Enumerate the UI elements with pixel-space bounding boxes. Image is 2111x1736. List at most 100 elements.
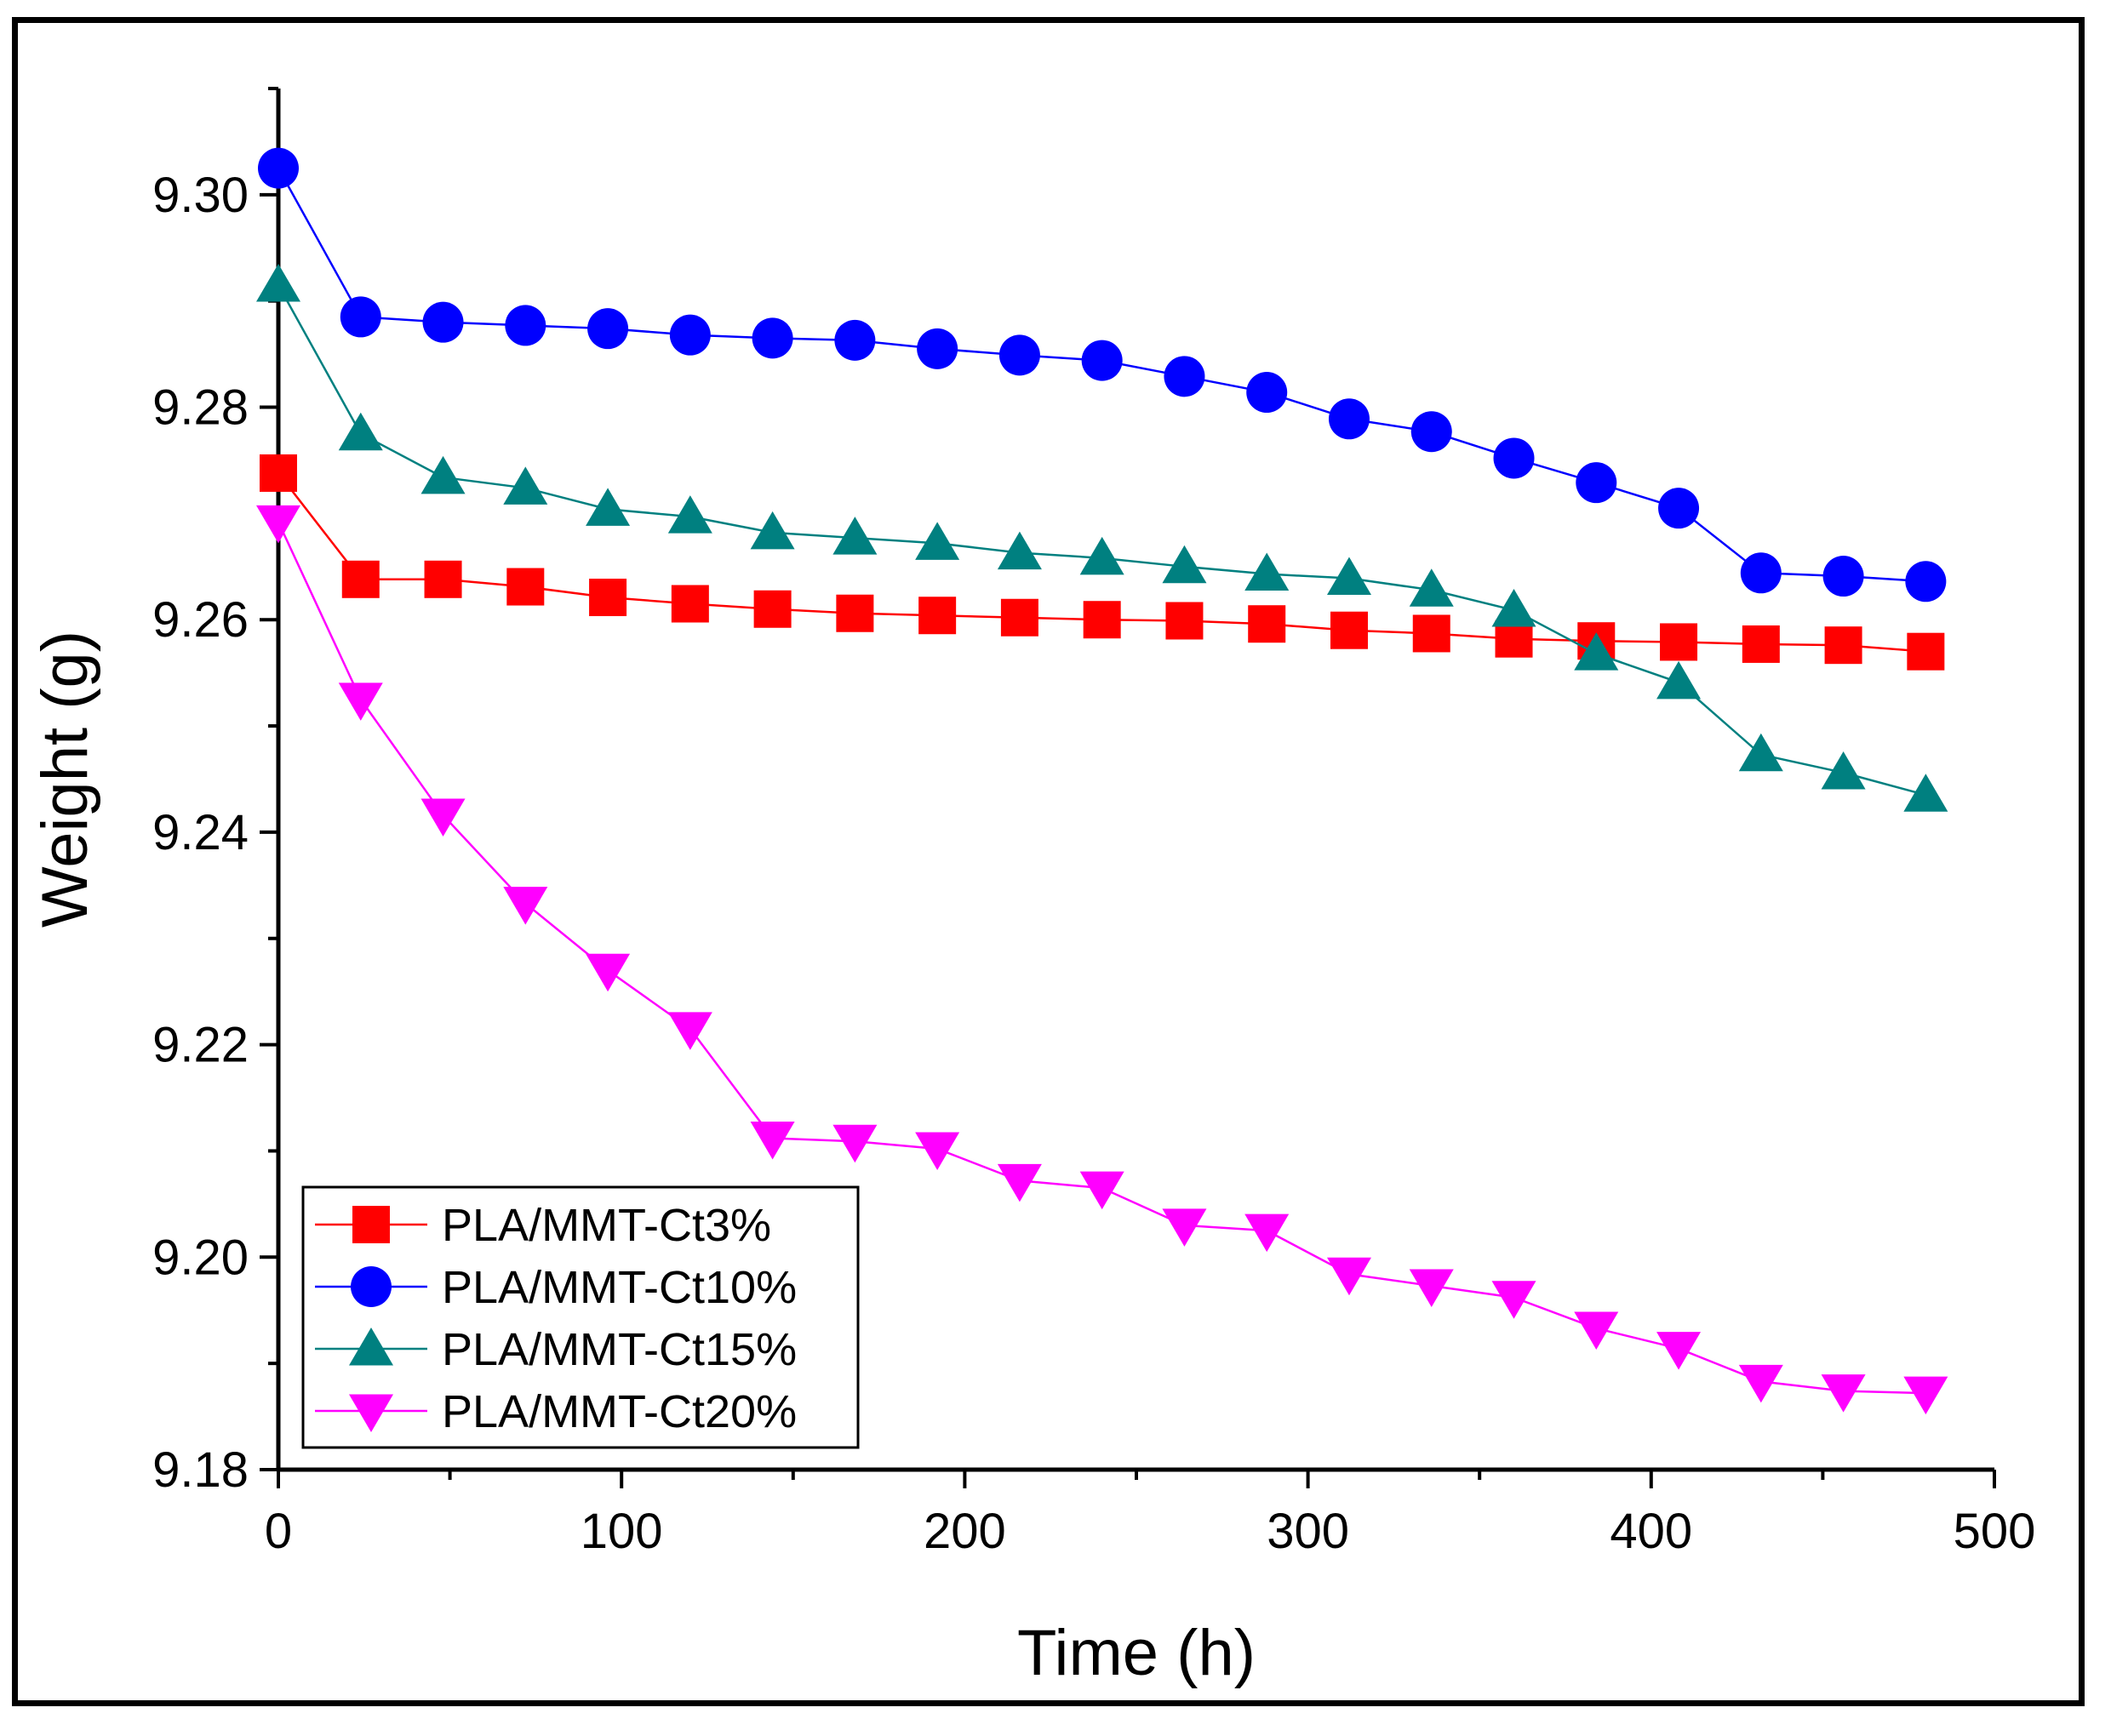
y-tick-label: 9.26: [152, 592, 249, 648]
data-point: [1162, 1208, 1207, 1247]
data-point: [1822, 556, 1864, 597]
data-point: [1328, 398, 1370, 440]
data-point: [917, 328, 958, 369]
data-point: [1493, 437, 1535, 479]
data-point: [1412, 614, 1450, 653]
data-point: [1658, 488, 1700, 529]
series-3: [256, 263, 1948, 812]
data-point: [1409, 568, 1454, 607]
data-point: [420, 455, 466, 494]
legend-label: PLA/MMT-Ct20%: [442, 1386, 797, 1437]
axes: 0 100 200 300 400 500 9.18 9.20 9.22 9.24 9.26 9.28…: [152, 87, 2036, 1559]
data-point: [1574, 1311, 1619, 1350]
data-point: [753, 590, 792, 628]
data-point: [1907, 632, 1945, 671]
legend-label: PLA/MMT-Ct10%: [442, 1262, 797, 1313]
data-point: [667, 495, 712, 534]
y-tick-label: 9.28: [152, 380, 249, 436]
data-point: [1162, 545, 1207, 584]
data-point: [1903, 1376, 1948, 1415]
data-point: [1738, 733, 1783, 772]
data-point: [1248, 605, 1286, 643]
data-point: [256, 263, 300, 302]
data-point: [1824, 626, 1862, 665]
data-point: [667, 1012, 712, 1050]
series-1: [260, 454, 1945, 671]
legend-box: [301, 1185, 860, 1449]
data-point: [1576, 462, 1617, 504]
data-point: [1574, 632, 1619, 671]
data-point: [915, 522, 960, 560]
data-point: [1326, 557, 1371, 596]
data-point: [1821, 751, 1866, 790]
legend-marker: [351, 1266, 392, 1307]
legend-marker: [349, 1394, 393, 1432]
legend-item: PLA/MMT-Ct3%: [315, 1200, 771, 1251]
x-tick-label: 200: [924, 1504, 1006, 1559]
data-point: [832, 1124, 878, 1163]
data-point: [671, 585, 709, 623]
data-point: [1083, 601, 1121, 639]
legend: PLA/MMT-Ct3% PLA/MMT-Ct10% PLA/MMT-Ct15% PL…: [301, 1185, 860, 1449]
data-point: [752, 317, 793, 359]
x-tick-label: 300: [1267, 1504, 1349, 1559]
data-point: [420, 798, 466, 837]
legend-label: PLA/MMT-Ct15%: [442, 1324, 797, 1375]
data-point: [338, 682, 383, 721]
data-point: [589, 579, 627, 617]
y-axis-title: Weight (g): [29, 631, 101, 928]
data-point: [834, 319, 876, 361]
data-point: [915, 1132, 960, 1170]
y-tick-label: 9.24: [152, 805, 249, 860]
legend-marker: [352, 1206, 390, 1243]
data-point: [1409, 1269, 1454, 1308]
data-point: [341, 560, 380, 598]
data-point: [424, 560, 462, 598]
data-point: [836, 594, 874, 632]
x-tick-label: 100: [581, 1504, 663, 1559]
x-tick-label: 400: [1610, 1504, 1692, 1559]
x-tick-label: 500: [1954, 1504, 2036, 1559]
data-point: [750, 511, 795, 550]
data-point: [1165, 602, 1204, 640]
legend-label: PLA/MMT-Ct3%: [442, 1200, 771, 1251]
series-4: [256, 505, 1948, 1415]
data-point: [586, 488, 631, 526]
data-point: [1656, 1332, 1702, 1370]
data-point: [1244, 1213, 1290, 1253]
data-point: [1081, 340, 1123, 381]
data-point: [587, 308, 629, 350]
data-point: [1903, 774, 1948, 812]
data-point: [256, 505, 300, 544]
series-layer: [256, 147, 1948, 1415]
data-point: [669, 314, 711, 356]
data-point: [832, 517, 878, 555]
legend-item: PLA/MMT-Ct20%: [315, 1386, 797, 1437]
legend-item: PLA/MMT-Ct10%: [315, 1262, 797, 1313]
data-point: [505, 305, 546, 346]
data-point: [1491, 1281, 1536, 1319]
data-point: [1079, 1171, 1124, 1210]
legend-item: PLA/MMT-Ct15%: [315, 1324, 797, 1375]
data-point: [1821, 1374, 1866, 1413]
y-tick-label: 9.18: [152, 1442, 249, 1498]
data-point: [506, 568, 545, 606]
data-point: [1410, 411, 1452, 453]
data-point: [1656, 660, 1702, 700]
data-point: [1000, 598, 1038, 637]
data-point: [422, 301, 464, 343]
data-point: [258, 147, 299, 189]
data-point: [1742, 625, 1780, 663]
series-2: [258, 147, 1947, 602]
data-point: [1326, 1257, 1371, 1296]
data-point: [1164, 356, 1205, 397]
data-point: [1079, 536, 1124, 575]
data-point: [1660, 623, 1698, 661]
data-point: [586, 953, 631, 992]
data-point: [1905, 561, 1947, 602]
data-point: [1330, 611, 1368, 649]
data-point: [1740, 552, 1782, 594]
data-point: [340, 296, 381, 338]
data-point: [338, 412, 383, 451]
